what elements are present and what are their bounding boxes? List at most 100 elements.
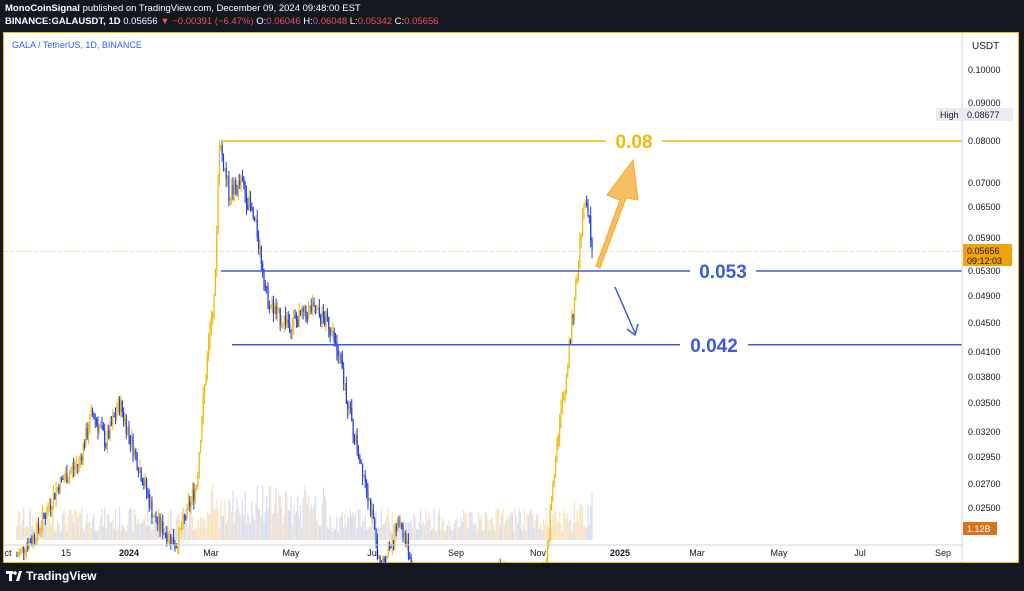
volume-bar <box>243 515 245 540</box>
volume-bar <box>25 524 27 540</box>
candle <box>374 517 376 530</box>
volume-bar <box>221 515 223 540</box>
volume-bar <box>361 519 364 540</box>
author-name[interactable]: MonoCoinSignal <box>5 3 80 14</box>
candle <box>182 508 184 530</box>
level-line[interactable]: 0.042 <box>232 336 962 357</box>
candle <box>232 177 234 201</box>
volume-bar <box>499 524 501 540</box>
volume-bar <box>441 517 443 540</box>
volume-bar <box>279 496 281 540</box>
volume-bar <box>459 527 461 540</box>
volume-bar <box>263 522 265 540</box>
level-line[interactable]: 0.053 <box>221 262 962 283</box>
volume-bar <box>414 515 416 540</box>
volume-bar <box>486 512 488 540</box>
volume-bar <box>352 511 354 540</box>
candle <box>205 374 207 386</box>
volume-bar <box>577 521 580 540</box>
volume-bar <box>259 510 261 540</box>
axis-unit[interactable]: USDT <box>972 41 999 52</box>
volume-bar <box>494 531 496 540</box>
volume-bar <box>282 523 284 540</box>
candle <box>210 310 212 336</box>
volume-bar <box>537 514 539 540</box>
symbol-label: BINANCE:GALAUSDT, 1D <box>5 16 121 27</box>
volume-bar <box>483 531 485 540</box>
volume-bar <box>430 529 432 540</box>
candle <box>349 401 351 414</box>
volume-bar <box>113 528 115 540</box>
volume-bar <box>557 522 559 540</box>
candle <box>563 391 565 401</box>
candle <box>556 436 558 463</box>
high-marker: High 0.08677 <box>936 108 1013 121</box>
volume-bar <box>426 520 428 540</box>
volume-bar <box>299 505 302 540</box>
volume-bar <box>198 527 200 540</box>
time-tick-label: Jul <box>854 548 866 558</box>
price-tick-label: 0.02950 <box>968 452 1001 462</box>
volume-marker: 1.12B <box>963 522 997 535</box>
candle <box>144 473 146 489</box>
volume-bar <box>347 515 349 540</box>
volume-bar <box>60 529 63 540</box>
volume-bar <box>325 500 327 540</box>
tradingview-logo[interactable]: TradingView <box>6 569 96 583</box>
candle <box>120 395 122 418</box>
volume-bar <box>199 517 202 540</box>
candle <box>109 415 111 442</box>
volume-bar <box>240 516 242 540</box>
volume-bar <box>56 519 59 540</box>
candle <box>317 305 319 310</box>
candle <box>159 513 161 537</box>
candle <box>560 399 562 429</box>
volume-bar <box>179 523 181 540</box>
price-tick-label: 0.04100 <box>968 347 1001 357</box>
volume-bar <box>209 513 211 540</box>
candle <box>255 215 257 223</box>
volume-bar <box>563 508 565 540</box>
volume-bar <box>536 514 538 540</box>
volume-bar <box>312 509 314 540</box>
candle <box>185 514 187 521</box>
volume-bar <box>507 518 509 540</box>
volume-bar <box>280 507 283 540</box>
candle <box>337 344 339 364</box>
volume-bar <box>309 509 311 540</box>
volume-bar <box>24 527 26 540</box>
candle <box>16 551 18 558</box>
candle <box>155 511 157 523</box>
volume-bar <box>568 520 570 540</box>
volume-bar <box>501 513 503 540</box>
chart-frame[interactable] <box>3 32 1019 563</box>
volume-bar <box>555 511 557 540</box>
volume-bar <box>522 524 524 540</box>
volume-bar <box>533 527 535 540</box>
level-line[interactable]: 0.08 <box>221 132 962 153</box>
candle <box>83 439 86 451</box>
volume-bar <box>283 514 285 540</box>
volume-bar <box>32 515 34 540</box>
volume-bar <box>333 527 335 540</box>
candle <box>584 199 586 208</box>
time-tick-label: Jul <box>367 548 379 558</box>
volume-bar <box>540 523 542 540</box>
volume-bar <box>170 510 172 540</box>
level-label: 0.053 <box>699 262 747 283</box>
candle <box>193 482 195 510</box>
volume-bar <box>27 526 29 540</box>
price-change: ▼ −0.00391 (−6.47%) <box>160 16 254 27</box>
candle <box>229 196 231 206</box>
volume-bar <box>339 518 341 540</box>
volume-bar <box>81 507 83 540</box>
price-tick-label: 0.03800 <box>968 372 1001 382</box>
candle <box>220 144 222 152</box>
candle <box>123 407 125 427</box>
volume-bar <box>515 516 518 540</box>
candle <box>253 216 256 222</box>
candle <box>306 311 308 324</box>
volume-bar <box>428 512 430 540</box>
time-tick-label: Nov <box>530 548 547 558</box>
